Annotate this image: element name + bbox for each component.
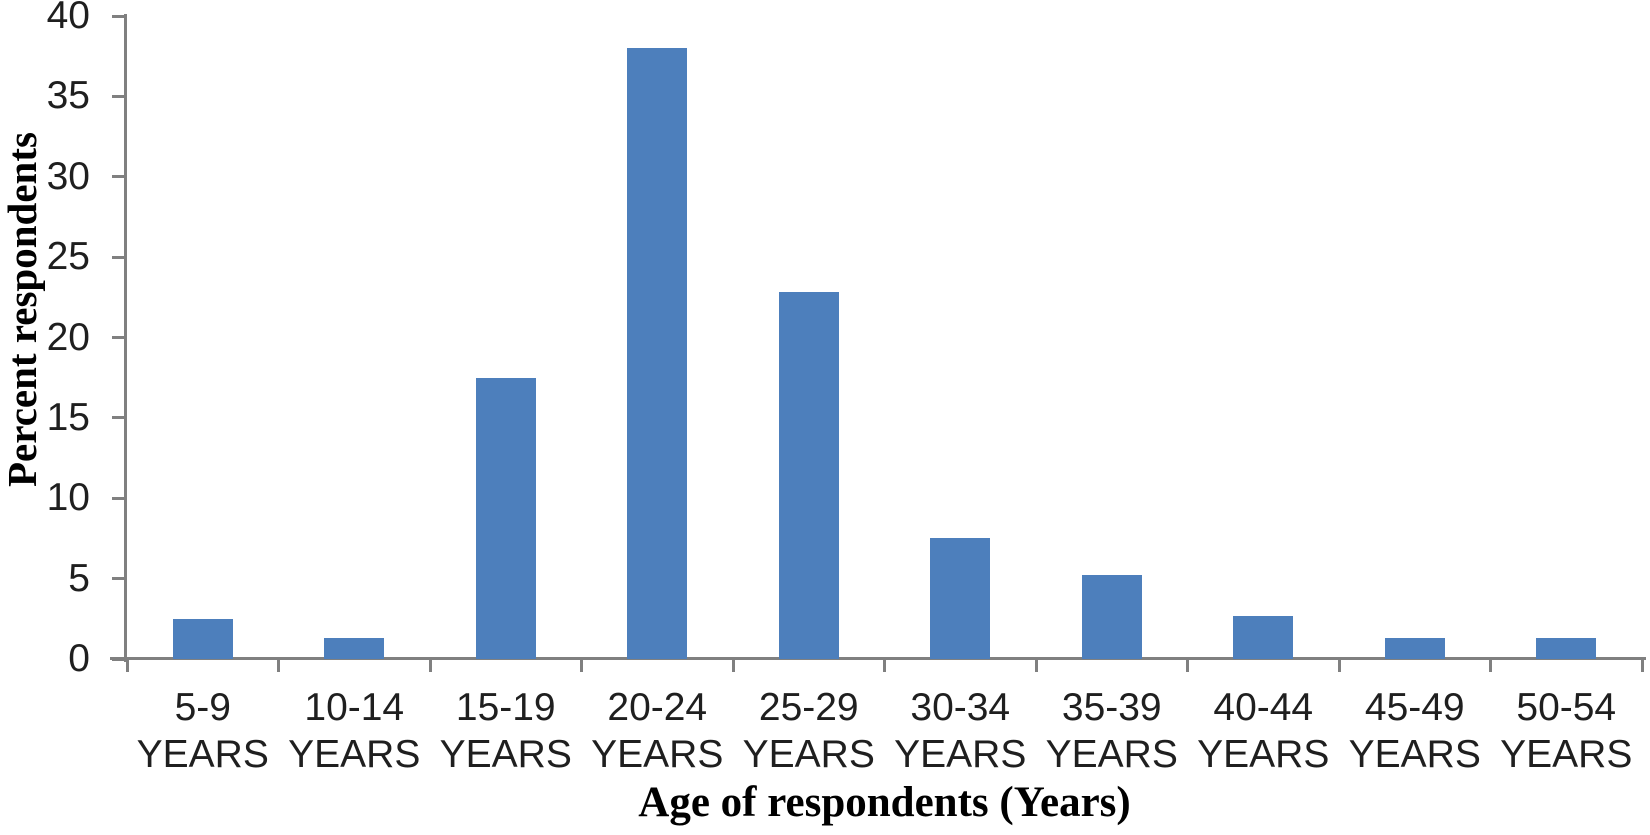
x-category-label: 30-34 YEARS xyxy=(894,686,1027,776)
y-tick-label: 5 xyxy=(68,556,90,600)
x-category-label: 50-54 YEARS xyxy=(1500,686,1633,776)
y-tick-mark xyxy=(112,496,127,500)
x-category-label: 45-49 YEARS xyxy=(1348,686,1481,776)
y-tick-label: 20 xyxy=(46,315,90,359)
bar-10-14-years xyxy=(324,638,385,659)
x-tick-mark xyxy=(1034,659,1038,672)
bar-35-39-years xyxy=(1081,575,1142,659)
bar-40-44-years xyxy=(1233,615,1294,659)
y-tick-mark xyxy=(112,657,127,661)
y-tick-label: 25 xyxy=(46,235,90,279)
y-tick-label: 15 xyxy=(46,395,90,439)
y-tick-mark xyxy=(112,577,127,581)
y-tick-mark xyxy=(112,175,127,179)
x-tick-mark xyxy=(1186,659,1189,672)
y-tick-mark xyxy=(112,336,127,339)
y-tick-label: 35 xyxy=(46,74,90,118)
x-tick-mark xyxy=(125,659,129,672)
x-tick-mark xyxy=(883,659,886,672)
x-category-label: 25-29 YEARS xyxy=(742,686,875,776)
y-tick-label: 30 xyxy=(46,154,90,198)
bar-50-54-years xyxy=(1536,638,1597,659)
y-tick-mark xyxy=(112,255,127,259)
x-category-label: 15-19 YEARS xyxy=(439,686,572,776)
y-tick-mark xyxy=(112,94,127,98)
x-axis-title: Age of respondents (Years) xyxy=(638,779,1131,826)
x-category-label: 40-44 YEARS xyxy=(1197,686,1330,776)
x-category-label: 35-39 YEARS xyxy=(1045,686,1178,776)
x-tick-mark xyxy=(428,659,432,672)
x-tick-mark xyxy=(731,659,735,672)
x-tick-mark xyxy=(1489,659,1492,672)
y-tick-label: 0 xyxy=(68,637,90,680)
bar-15-19-years xyxy=(475,377,536,659)
x-category-label: 5-9 YEARS xyxy=(136,686,269,776)
bar-30-34-years xyxy=(930,538,991,659)
x-category-label: 20-24 YEARS xyxy=(591,686,724,776)
y-tick-label: 40 xyxy=(46,0,90,37)
bar-20-24-years xyxy=(627,48,688,659)
bar-5-9-years xyxy=(172,618,233,659)
bar-25-29-years xyxy=(778,292,839,659)
y-tick-mark xyxy=(112,14,127,18)
x-axis-line xyxy=(110,657,1646,660)
y-tick-label: 10 xyxy=(46,476,90,520)
x-tick-mark xyxy=(580,659,583,672)
x-tick-mark xyxy=(1337,659,1341,672)
x-tick-mark xyxy=(277,659,280,672)
bar-45-49-years xyxy=(1384,638,1445,659)
x-category-label: 10-14 YEARS xyxy=(288,686,421,776)
x-tick-mark xyxy=(1640,659,1644,672)
y-tick-mark xyxy=(112,416,127,420)
